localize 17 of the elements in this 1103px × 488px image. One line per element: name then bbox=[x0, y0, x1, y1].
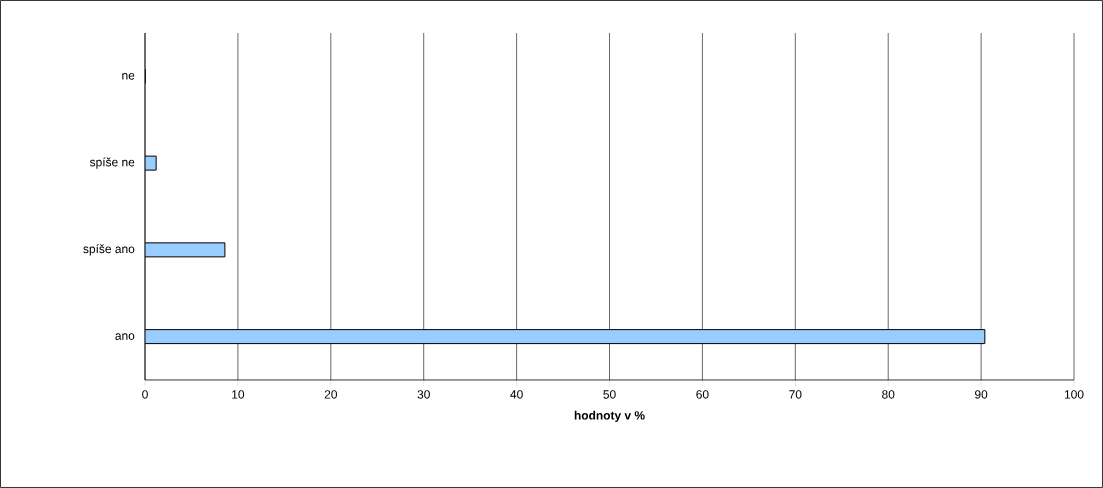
y-tick-label: spíše ne bbox=[89, 157, 135, 169]
x-tick-label: 100 bbox=[1064, 390, 1084, 399]
x-tick-label: 80 bbox=[882, 390, 895, 399]
x-tick-label: 0 bbox=[142, 390, 148, 399]
x-tick-label: 70 bbox=[789, 390, 802, 399]
y-tick-label: ne bbox=[122, 73, 135, 80]
x-tick-label: 20 bbox=[324, 390, 337, 399]
bar bbox=[145, 329, 986, 345]
x-tick-label: 60 bbox=[696, 390, 709, 399]
x-axis-title: hodnoty v % bbox=[574, 410, 645, 422]
x-tick-label: 10 bbox=[232, 390, 245, 399]
y-tick-label: ano bbox=[115, 333, 135, 340]
y-tick-label: spíše ano bbox=[83, 244, 135, 256]
x-tick-label: 30 bbox=[417, 390, 430, 399]
x-tick-label: 50 bbox=[603, 390, 616, 399]
x-tick-label: 90 bbox=[975, 390, 988, 399]
x-tick-label: 40 bbox=[510, 390, 523, 399]
